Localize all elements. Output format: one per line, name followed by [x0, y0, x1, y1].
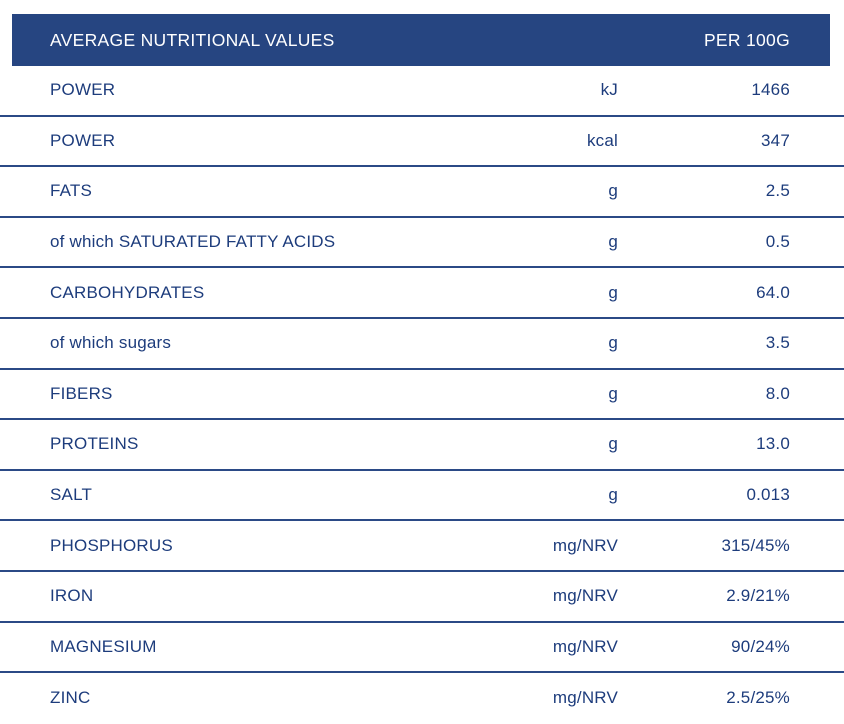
value-cell: 64.0: [756, 282, 790, 302]
nutrient-label: PHOSPHORUS: [50, 535, 173, 555]
nutrient-label: POWER: [50, 80, 116, 100]
unit-cell: mg/NRV: [552, 636, 618, 656]
value-cell: 1466: [751, 80, 790, 100]
value-cell: 315/45%: [721, 535, 790, 555]
table-body: POWER kJ 1466 POWER kcal 347 FATS g 2.5 …: [0, 66, 844, 724]
nutrient-label: CARBOHYDRATES: [50, 282, 205, 302]
unit-cell: mg/NRV: [552, 688, 618, 708]
table-row: PROTEINS g 13.0: [0, 420, 844, 471]
value-cell: 0.5: [765, 232, 790, 252]
table-row: FATS g 2.5: [0, 167, 844, 218]
nutrient-label: SALT: [50, 485, 93, 505]
unit-cell: kcal: [586, 130, 618, 150]
table-row: CARBOHYDRATES g 64.0: [0, 268, 844, 319]
value-cell: 90/24%: [731, 636, 790, 656]
table-header: AVERAGE NUTRITIONAL VALUES PER 100G: [12, 14, 830, 66]
unit-cell: mg/NRV: [552, 586, 618, 606]
nutrient-label: POWER: [50, 130, 116, 150]
value-cell: 8.0: [765, 383, 790, 403]
table-row: MAGNESIUM mg/NRV 90/24%: [0, 623, 844, 674]
value-cell: 2.9/21%: [726, 586, 790, 606]
unit-cell: g: [608, 434, 618, 454]
value-cell: 2.5: [765, 181, 790, 201]
unit-cell: g: [608, 282, 618, 302]
value-cell: 13.0: [756, 434, 790, 454]
table-row: FIBERS g 8.0: [0, 370, 844, 421]
table-row: SALT g 0.013: [0, 471, 844, 522]
value-cell: 3.5: [765, 333, 790, 353]
nutrient-label: FATS: [50, 181, 93, 201]
nutrient-label: of which sugars: [50, 333, 172, 353]
nutrient-label: FIBERS: [50, 383, 113, 403]
table-row: IRON mg/NRV 2.9/21%: [0, 572, 844, 623]
unit-cell: g: [608, 485, 618, 505]
value-cell: 2.5/25%: [726, 688, 790, 708]
value-cell: 0.013: [746, 485, 790, 505]
table-row: POWER kcal 347: [0, 117, 844, 168]
nutrient-label: of which SATURATED FATTY ACIDS: [50, 232, 336, 252]
table-row: POWER kJ 1466: [0, 66, 844, 117]
unit-cell: g: [608, 383, 618, 403]
table-row: of which SATURATED FATTY ACIDS g 0.5: [0, 218, 844, 269]
unit-cell: g: [608, 181, 618, 201]
table-row: ZINC mg/NRV 2.5/25%: [0, 673, 844, 724]
value-cell: 347: [761, 130, 790, 150]
table-title: AVERAGE NUTRITIONAL VALUES: [50, 29, 335, 50]
unit-cell: g: [608, 232, 618, 252]
nutrient-label: IRON: [50, 586, 94, 606]
nutrient-label: MAGNESIUM: [50, 636, 157, 656]
table-row: PHOSPHORUS mg/NRV 315/45%: [0, 521, 844, 572]
nutrient-label: ZINC: [50, 688, 91, 708]
unit-cell: mg/NRV: [552, 535, 618, 555]
table-row: of which sugars g 3.5: [0, 319, 844, 370]
unit-cell: g: [608, 333, 618, 353]
nutrient-label: PROTEINS: [50, 434, 139, 454]
per-100g-column-header: PER 100G: [703, 29, 790, 50]
unit-cell: kJ: [600, 80, 618, 100]
